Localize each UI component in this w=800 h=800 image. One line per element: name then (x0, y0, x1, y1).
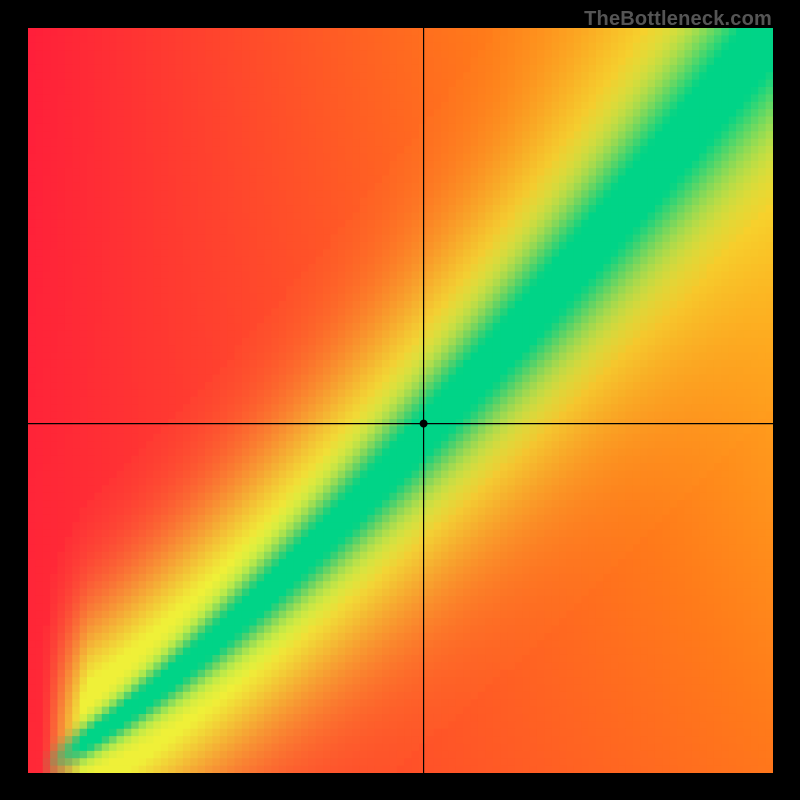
bottleneck-heatmap (28, 28, 773, 773)
heatmap-svg (28, 28, 773, 773)
crosshair-dot (420, 420, 428, 428)
